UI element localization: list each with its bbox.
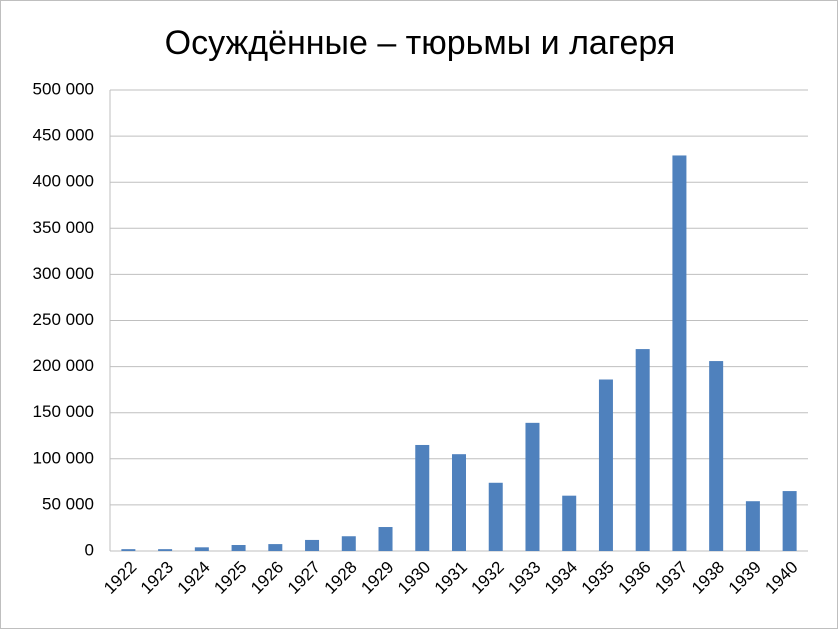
bar — [415, 444, 430, 551]
y-tick-label: 0 — [85, 540, 94, 559]
bar — [745, 501, 760, 551]
y-tick-label: 400 000 — [33, 172, 94, 191]
bar — [782, 491, 797, 551]
bar — [194, 547, 209, 551]
bar — [709, 361, 724, 551]
bar — [231, 545, 246, 551]
bar — [598, 379, 613, 551]
bar — [378, 527, 393, 551]
y-tick-label: 350 000 — [33, 218, 94, 237]
bar — [672, 155, 687, 551]
bar — [635, 349, 650, 551]
y-tick-label: 100 000 — [33, 448, 94, 467]
chart-title: Осуждённые – тюрьмы и лагеря — [165, 24, 676, 62]
bar — [305, 539, 320, 551]
bar — [121, 549, 136, 551]
bar — [488, 482, 503, 551]
y-tick-label: 200 000 — [33, 356, 94, 375]
bar — [452, 454, 466, 551]
y-tick-label: 450 000 — [33, 126, 94, 145]
bar — [268, 544, 283, 551]
y-tick-label: 50 000 — [42, 494, 94, 513]
bar — [341, 536, 356, 551]
bar — [562, 495, 577, 551]
y-tick-label: 300 000 — [33, 264, 94, 283]
y-tick-label: 250 000 — [33, 310, 94, 329]
y-tick-label: 500 000 — [33, 79, 94, 98]
bar — [158, 549, 173, 551]
y-tick-label: 150 000 — [33, 402, 94, 421]
bar — [525, 422, 540, 551]
